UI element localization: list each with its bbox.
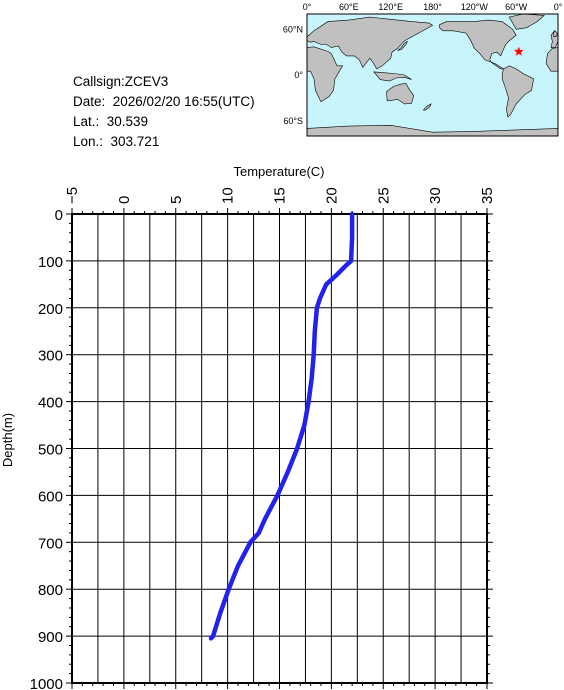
map-lat-label: 0° [294,70,303,80]
map-lat-label: 60°S [283,116,303,126]
map-lon-label: 0° [554,2,563,12]
x-tick-label: 5 [168,196,185,204]
station-marker-star [514,46,524,56]
x-tick-label: 10 [220,187,237,204]
latitude-text: Lat.: 30.539 [73,114,149,129]
y-tick-label: 400 [38,395,63,412]
y-tick-label: 0 [55,207,63,224]
x-tick-label: 20 [323,187,340,204]
y-tick-label: 800 [38,582,63,599]
y-tick-label: 600 [38,488,63,505]
station-info: Callsign:ZCEV3 Date: 2026/02/20 16:55(UT… [73,72,255,152]
map-lon-label: 60°E [339,2,359,12]
y-tick-label: 200 [38,301,63,318]
map-lon-label: 0° [303,2,312,12]
y-tick-label: 1000 [30,676,63,690]
callsign-text: Callsign:ZCEV3 [73,74,169,89]
y-tick-label: 500 [38,442,63,459]
map-land-north-america [439,19,517,70]
x-tick-label: 25 [375,187,392,204]
y-tick-label: 900 [38,629,63,646]
date-text: Date: 2026/02/20 16:55(UTC) [73,94,255,109]
map-lon-label: 120°W [461,2,489,12]
longitude-text: Lon.: 303.721 [73,134,160,149]
map-land-south-america [501,65,534,118]
map-land-eurasia [306,16,434,70]
temperature-profile-line [208,211,355,641]
y-tick-label: 700 [38,535,63,552]
map-frame [306,13,559,137]
map-land-australia [386,83,415,105]
x-tick-label: 35 [479,187,496,204]
map-land-uk [553,30,558,38]
map-lat-label: 60°N [283,24,303,34]
y-tick-label: 300 [38,348,63,365]
map-land-indonesia [373,71,412,82]
map-lon-label: 60°W [505,2,528,12]
map-lon-label: 120°E [378,2,403,12]
map-lon-label: 180° [423,2,442,12]
x-tick-label: 30 [427,187,444,204]
world-map: 0° 60°E 120°E 180° 120°W 60°W 0° 60°N 0° 60°S [283,2,563,137]
y-axis-title: Depth(m) [0,413,15,467]
x-tick-label: 15 [272,187,289,204]
x-axis-title: Temperature(C) [233,164,324,179]
y-tick-label: 100 [38,254,63,271]
map-land-japan [397,40,409,51]
x-tick-label: 0 [116,196,133,204]
map-land-greenland [508,13,545,30]
x-tick-label: −5 [64,187,81,204]
map-land-nz [422,103,432,111]
map-land-africa [306,46,344,103]
